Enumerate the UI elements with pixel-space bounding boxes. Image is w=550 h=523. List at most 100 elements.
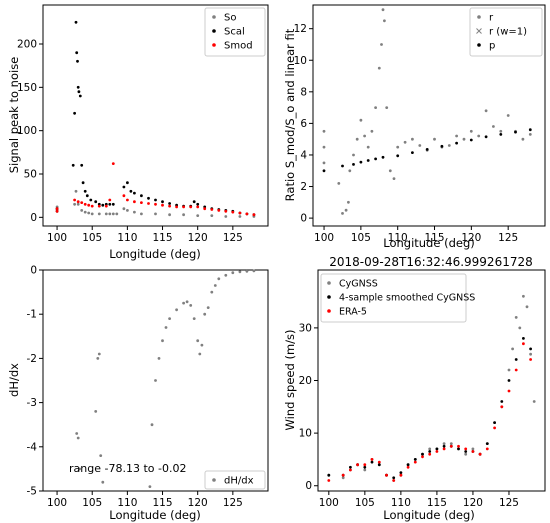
legend: CyGNSS 4-sample smoothed CyGNSS ERA-5 (320, 273, 475, 323)
point-cygnss (532, 400, 536, 403)
y-tick-label: -4 (27, 441, 38, 453)
legend-label-scal: Scal (224, 27, 245, 38)
x-tick-label: 115 (425, 232, 445, 244)
legend-marker-cygnss (327, 281, 331, 285)
point-dh-dx (182, 301, 186, 305)
y-tick-label: 10 (294, 55, 307, 67)
point-smod (76, 200, 80, 204)
point-4-sample-smoothed-cygnss (413, 458, 417, 461)
data-points (322, 8, 532, 215)
point-p (366, 159, 370, 162)
point-cygnss (428, 447, 432, 451)
y-tick-label: 8 (300, 86, 307, 98)
x-axis-label: Longitude (deg) (109, 247, 201, 261)
point-so (97, 212, 101, 216)
point-smod (175, 205, 179, 209)
panel-dhdx: Longitude (deg) dH/dx 100 105 110 115 120 125… (7, 265, 269, 522)
point-4-sample-smoothed-cygnss (500, 400, 504, 403)
point-scal (85, 194, 89, 198)
y-tick-label: 10 (299, 428, 312, 440)
point-cygnss (511, 347, 514, 351)
legend-marker-r-w1 (476, 28, 482, 34)
point-r (388, 169, 392, 173)
point-era-5 (341, 473, 345, 477)
point-era-5 (428, 452, 432, 456)
point-r (347, 200, 350, 204)
y-tick-label: 0 (300, 213, 307, 225)
data-points (75, 269, 256, 488)
x-tick-label: 125 (223, 232, 243, 244)
legend-label-so: So (224, 13, 236, 24)
point-r (506, 114, 510, 117)
point-so (210, 214, 214, 218)
point-era-5 (413, 460, 417, 464)
y-tick-label: 30 (299, 322, 312, 334)
point-scal (76, 85, 80, 89)
point-r (385, 106, 389, 109)
x-tick-label: 110 (117, 497, 137, 509)
point-scal (192, 200, 196, 204)
point-r (355, 137, 359, 141)
point-smod (161, 203, 164, 207)
legend-marker-scal (212, 29, 216, 33)
axes-frame (312, 4, 546, 227)
point-scal (147, 196, 150, 200)
point-scal (89, 198, 93, 202)
point-so (73, 202, 76, 206)
x-tick-label: 100 (47, 497, 67, 509)
point-dh-dx (252, 269, 256, 273)
point-scal (83, 189, 87, 193)
point-smod (196, 205, 200, 209)
axes-frame (42, 4, 269, 227)
x-marker-stroke (476, 28, 482, 34)
point-dh-dx (164, 326, 168, 329)
point-dh-dx (203, 312, 207, 316)
point-4-sample-smoothed-cygnss (457, 447, 460, 451)
y-axis-label: Signal peak to noise (7, 57, 21, 174)
point-r (366, 145, 370, 149)
point-r (469, 129, 473, 133)
point-era-5 (363, 463, 367, 467)
point-4-sample-smoothed-cygnss (363, 465, 367, 469)
x-tick-label: 120 (188, 232, 208, 244)
x-tick-label: 125 (223, 497, 243, 509)
point-dh-dx (96, 357, 100, 360)
y-tick-label: 150 (17, 82, 37, 94)
x-tick-label: 125 (499, 497, 519, 509)
point-p (352, 163, 355, 166)
point-scal (75, 51, 79, 55)
point-so (80, 209, 84, 212)
legend-box (204, 470, 266, 490)
point-r (447, 144, 451, 147)
x-tick-label: 110 (391, 497, 411, 509)
point-smod (80, 201, 84, 205)
point-4-sample-smoothed-cygnss (327, 473, 331, 477)
point-smod (231, 210, 235, 214)
point-era-5 (392, 479, 396, 482)
y-axis-label: Ratio S_mod/S_o and linear fit (283, 28, 297, 201)
legend-marker-so (212, 15, 216, 19)
point-dh-dx (245, 269, 249, 273)
point-dh-dx (198, 352, 202, 356)
point-dh-dx (210, 290, 214, 294)
legend-marker-r (477, 15, 481, 19)
point-era-5 (435, 450, 439, 453)
point-r (370, 129, 374, 133)
x-tick-label: 120 (463, 497, 483, 509)
y-tick-label: 4 (300, 149, 307, 161)
legend-label-smod: Smod (224, 41, 253, 52)
point-smod (224, 209, 228, 213)
legend-marker-era5 (327, 309, 331, 313)
point-scal (108, 202, 112, 206)
point-smod (104, 204, 108, 208)
x-tick-label: 105 (82, 232, 102, 244)
point-dh-dx (200, 343, 204, 347)
point-smod (73, 198, 76, 202)
point-scal (74, 20, 78, 24)
x-axis-label: Longitude (deg) (383, 508, 475, 522)
point-cygnss (529, 352, 532, 356)
point-smod (154, 202, 157, 206)
point-era-5 (449, 444, 453, 448)
point-so (122, 207, 126, 211)
point-4-sample-smoothed-cygnss (442, 444, 446, 448)
